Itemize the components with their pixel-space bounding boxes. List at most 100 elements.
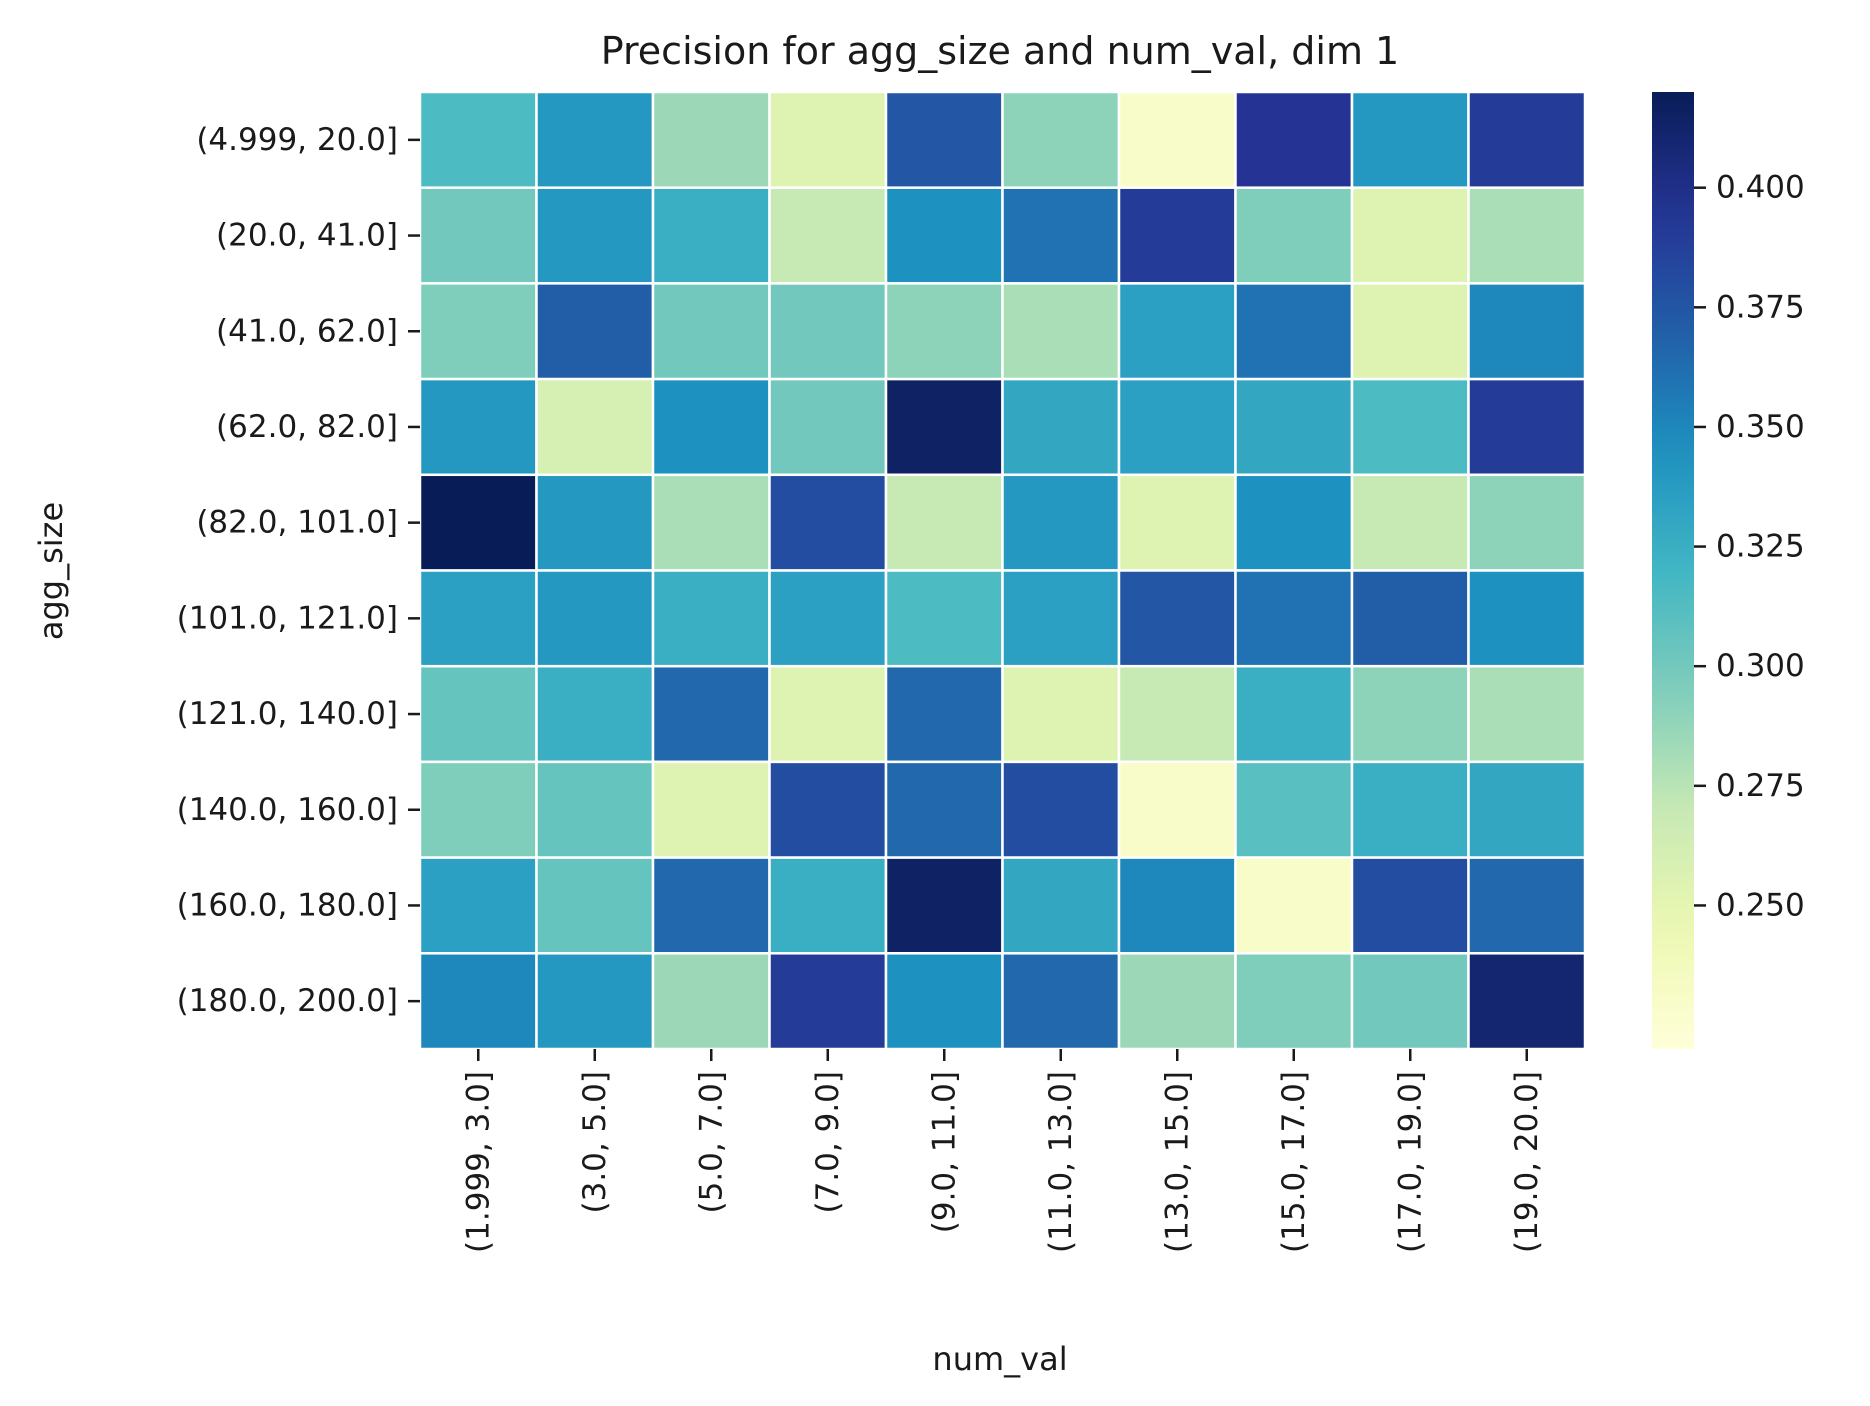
heatmap-cell (1234, 760, 1354, 859)
heatmap-cell (1234, 473, 1354, 572)
heatmap-cell (418, 569, 538, 668)
x-tick-label: (15.0, 17.0] (1276, 1071, 1312, 1253)
colorbar-tick-label: 0.350 (1716, 409, 1805, 445)
heatmap-cell (535, 760, 655, 859)
heatmap-cell (1467, 760, 1587, 859)
heatmap-cell (768, 473, 888, 572)
y-tick-label: (4.999, 20.0] (196, 122, 398, 158)
heatmap-cell (768, 569, 888, 668)
heatmap-cell (1467, 282, 1587, 381)
heatmap-cell (1117, 282, 1237, 381)
heatmap-cell (1350, 90, 1470, 189)
heatmap-cell (1234, 664, 1354, 764)
heatmap-cell (1117, 760, 1237, 859)
y-axis-label: agg_size (32, 502, 70, 640)
heatmap-cell (1350, 952, 1470, 1051)
heatmap-cell (418, 664, 538, 764)
y-tick-label: (160.0, 180.0] (177, 887, 398, 923)
heatmap-cell (1117, 90, 1237, 189)
heatmap-cell (651, 569, 771, 668)
heatmap-cell (535, 186, 655, 285)
colorbar-ticks: 0.250 0.275 0.300 0.325 0.350 0.375 0.400 (1694, 170, 1805, 923)
heatmap-cell (418, 760, 538, 859)
heatmap-cell (651, 90, 771, 189)
y-tick-label: (20.0, 41.0] (216, 218, 398, 254)
heatmap-cell (1350, 282, 1470, 381)
heatmap-cell (535, 282, 655, 381)
heatmap-cell (884, 90, 1004, 189)
colorbar-tick-label: 0.325 (1716, 529, 1805, 565)
heatmap-cell (418, 186, 538, 285)
y-tick-label: (121.0, 140.0] (177, 696, 398, 732)
heatmap-cell (1117, 377, 1237, 477)
colorbar-tick-label: 0.300 (1716, 648, 1805, 684)
y-tick-label: (82.0, 101.0] (196, 505, 398, 541)
heatmap-cell (651, 186, 771, 285)
heatmap-cell (884, 473, 1004, 572)
heatmap-cell (1117, 473, 1237, 572)
heatmap-cell (1350, 856, 1470, 955)
x-tick-label: (9.0, 11.0] (926, 1071, 962, 1233)
heatmap-cell (768, 377, 888, 477)
heatmap-cell (418, 377, 538, 477)
x-tick-label: (19.0, 20.0] (1509, 1071, 1545, 1253)
heatmap-cell (651, 282, 771, 381)
heatmap-cell (418, 952, 538, 1051)
heatmap-cell (535, 952, 655, 1051)
heatmap-cell (1467, 377, 1587, 477)
heatmap-cell (535, 473, 655, 572)
heatmap-cell (1234, 856, 1354, 955)
heatmap-cell (884, 760, 1004, 859)
heatmap-cell (535, 569, 655, 668)
colorbar-tick-label: 0.400 (1716, 170, 1805, 206)
heatmap-cell (768, 856, 888, 955)
heatmap-cell (1467, 473, 1587, 572)
heatmap-cell (535, 664, 655, 764)
heatmap-cell (1001, 856, 1121, 955)
heatmap-cell (1467, 186, 1587, 285)
heatmap-cell (418, 473, 538, 572)
heatmap-cell (1117, 569, 1237, 668)
heatmap-cell (884, 282, 1004, 381)
colorbar-tick-label: 0.375 (1716, 289, 1805, 325)
heatmap-cell (768, 282, 888, 381)
heatmap-cell (1467, 856, 1587, 955)
heatmap-cell (535, 856, 655, 955)
heatmap-cell (768, 90, 888, 189)
heatmap-cell (768, 952, 888, 1051)
heatmap-cell (1117, 186, 1237, 285)
heatmap-cell (1234, 377, 1354, 477)
heatmap-cell (651, 473, 771, 572)
heatmap-cell (884, 569, 1004, 668)
y-axis-ticks: (4.999, 20.0] (20.0, 41.0] (41.0, 62.0] (62… (177, 122, 420, 1019)
y-tick-label: (140.0, 160.0] (177, 792, 398, 828)
x-tick-label: (3.0, 5.0] (577, 1071, 613, 1214)
heatmap-cell (1001, 377, 1121, 477)
heatmap-cell (1467, 569, 1587, 668)
heatmap-cell (1117, 952, 1237, 1051)
heatmap-cell (884, 377, 1004, 477)
heatmap-cell (1234, 186, 1354, 285)
y-tick-label: (101.0, 121.0] (177, 600, 398, 636)
colorbar (1652, 92, 1694, 1049)
heatmap-cell (1350, 760, 1470, 859)
x-axis-label: num_val (932, 1340, 1067, 1378)
heatmap-cell (1001, 186, 1121, 285)
heatmap-cell (1350, 377, 1470, 477)
heatmap-cell (418, 856, 538, 955)
heatmap-cell (651, 377, 771, 477)
y-tick-label: (41.0, 62.0] (216, 313, 398, 349)
heatmap-cell (1350, 664, 1470, 764)
heatmap-cell (1001, 282, 1121, 381)
heatmap-cell (884, 952, 1004, 1051)
heatmap-cell (1467, 952, 1587, 1051)
heatmap-cell (1001, 473, 1121, 572)
heatmap-cell (768, 760, 888, 859)
heatmap-cell (535, 377, 655, 477)
colorbar-tick-label: 0.250 (1716, 887, 1805, 923)
heatmap-cell (1001, 952, 1121, 1051)
heatmap-cell (884, 856, 1004, 955)
heatmap-cell (535, 90, 655, 189)
heatmap-cell (418, 282, 538, 381)
